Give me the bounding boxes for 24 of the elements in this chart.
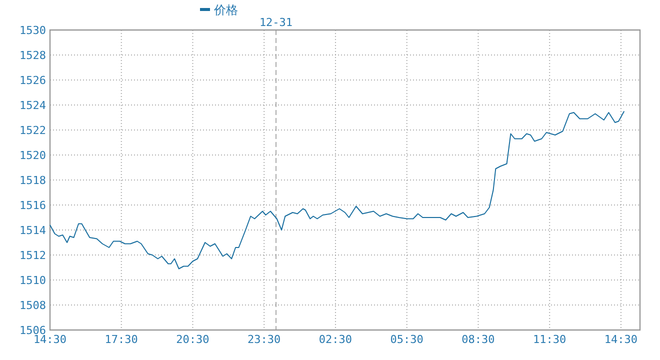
x-tick-label: 11:30 xyxy=(533,333,566,346)
y-tick-label: 1524 xyxy=(20,99,46,112)
y-tick-label: 1522 xyxy=(20,124,46,137)
x-tick-label: 14:30 xyxy=(33,333,67,346)
y-tick-label: 1528 xyxy=(20,49,46,62)
y-tick-label: 1530 xyxy=(20,24,46,37)
x-tick-label: 17:30 xyxy=(104,333,138,346)
y-tick-label: 1508 xyxy=(20,299,46,312)
y-tick-label: 1518 xyxy=(20,174,46,187)
y-tick-label: 1514 xyxy=(20,224,46,237)
x-tick-label: 02:30 xyxy=(318,333,352,346)
x-tick-label: 05:30 xyxy=(390,333,424,346)
y-tick-label: 1526 xyxy=(20,74,46,87)
x-tick-label: 20:30 xyxy=(176,333,210,346)
legend-label: 价格 xyxy=(213,3,238,17)
y-tick-label: 1510 xyxy=(20,274,46,287)
x-tick-label: 08:30 xyxy=(462,333,495,346)
x-tick-label: 23:30 xyxy=(248,333,281,346)
ref-line-label: 12-31 xyxy=(259,16,293,29)
y-tick-label: 1512 xyxy=(20,249,46,262)
y-tick-label: 1516 xyxy=(20,199,46,212)
legend: 价格 xyxy=(200,3,238,17)
x-tick-label: 14:30 xyxy=(604,333,638,346)
y-tick-label: 1520 xyxy=(20,149,46,162)
